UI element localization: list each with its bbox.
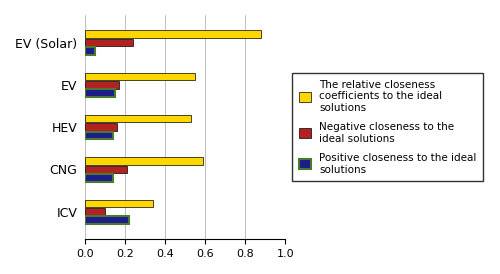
Bar (86, 132, 114, 139)
Bar (86, 47, 96, 55)
Bar (86, 90, 116, 97)
Bar (86, 115, 192, 122)
Bar (86, 30, 261, 38)
Bar (86, 174, 114, 182)
Bar (86, 157, 204, 165)
Legend: The relative closeness
coefficients to the ideal
solutions, Negative closeness t: The relative closeness coefficients to t… (292, 73, 483, 181)
Bar (86, 123, 117, 131)
Bar (86, 81, 119, 89)
Bar (86, 199, 154, 207)
Bar (86, 208, 105, 216)
Bar (86, 166, 128, 173)
Bar (86, 73, 196, 80)
Bar (86, 216, 130, 224)
Bar (86, 39, 134, 46)
